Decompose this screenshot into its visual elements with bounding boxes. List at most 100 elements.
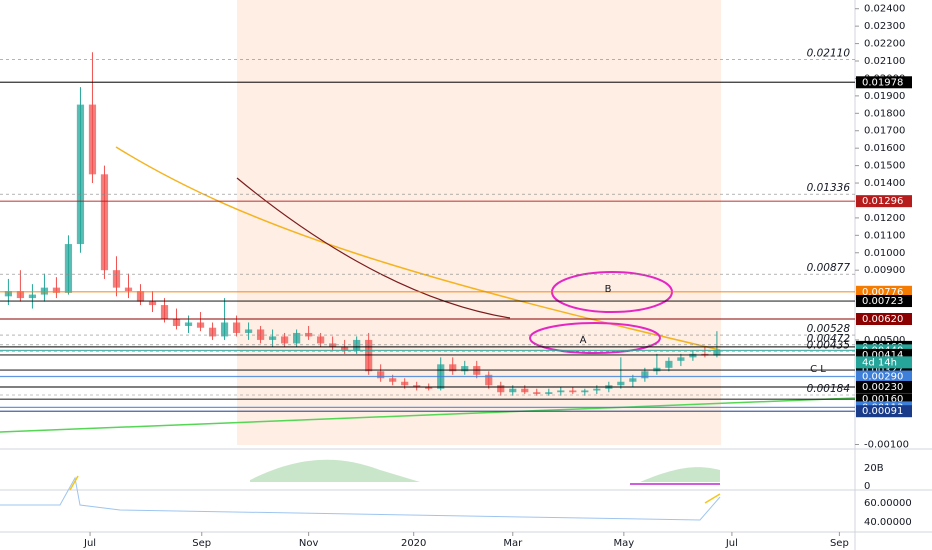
candle-body	[124, 287, 133, 292]
candle-body	[16, 291, 25, 299]
candle-body	[557, 390, 565, 393]
price-tag	[856, 285, 912, 298]
countdown-label: 4d 14h	[862, 357, 897, 368]
candle-body	[160, 305, 169, 320]
volume-axis-label: 20B	[864, 463, 884, 474]
candle-body	[545, 392, 553, 394]
x-tick-label: Jul	[725, 538, 738, 549]
candle-body	[593, 388, 601, 391]
candle-body	[665, 360, 673, 368]
candle-body	[280, 336, 289, 344]
candle-body	[425, 386, 433, 389]
candle-body	[413, 385, 421, 387]
rsi-line	[0, 476, 721, 521]
candle-body	[208, 327, 217, 337]
price-tag	[856, 313, 912, 326]
candle-body	[28, 294, 37, 299]
volume-cloud	[250, 459, 420, 482]
candle-body	[293, 332, 301, 344]
y-tick-label: 0.01400	[864, 178, 905, 189]
y-tick-label: 0.00500	[864, 335, 905, 346]
y-tick-label: 0.01100	[864, 230, 905, 241]
candle-body	[329, 343, 337, 347]
candle-body	[100, 174, 109, 271]
candle-body	[389, 378, 397, 382]
candle-body	[172, 319, 181, 326]
y-tick-label: 0.01700	[864, 126, 905, 137]
y-tick-label: 0.01000	[864, 248, 905, 259]
price-tag	[856, 195, 912, 208]
candle-body	[521, 388, 529, 393]
countdown-tag	[856, 356, 912, 369]
candle-body	[220, 322, 229, 337]
price-tag	[856, 295, 912, 308]
y-tick-label: 0.00900	[864, 265, 905, 276]
rsi-axis-label: 40.00000	[864, 517, 912, 528]
candle-body	[461, 366, 469, 372]
fib-label: 0.00528	[807, 323, 851, 335]
candle-body	[617, 381, 625, 386]
moving-average	[236, 177, 511, 319]
x-tick-label: Mar	[503, 538, 523, 549]
candle-body	[148, 301, 157, 306]
y-tick-label: 0.02300	[864, 21, 905, 32]
highlight-ellipse	[529, 322, 661, 354]
candle-body	[4, 291, 13, 297]
y-tick-label: 0.02200	[864, 39, 905, 50]
x-tick-label: Nov	[299, 538, 319, 549]
candle-body	[64, 244, 73, 293]
rsi-highlight	[704, 493, 721, 504]
fib-label: 0.00877	[807, 262, 851, 274]
candle-body	[509, 388, 517, 393]
candle-body	[677, 357, 685, 361]
price-tag-label: 0.00160	[862, 394, 903, 405]
candle-body	[256, 329, 265, 340]
fib-label: 0.02110	[807, 47, 851, 59]
candle-body	[449, 364, 457, 372]
y-tick-label: 0.01500	[864, 161, 905, 172]
candle-body	[76, 104, 85, 245]
candle-body	[136, 291, 145, 302]
price-tag-label: 0.00414	[862, 350, 903, 361]
trend-line	[0, 397, 856, 433]
candle-body	[569, 390, 577, 393]
candle-body	[88, 104, 97, 175]
candle-body	[377, 371, 385, 379]
candle-body	[713, 350, 721, 356]
price-tag	[856, 405, 912, 418]
fib-label: 0.00435	[807, 339, 851, 351]
candle-body	[533, 392, 541, 394]
y-tick-label: 0.01600	[864, 143, 905, 154]
candle-body	[268, 336, 277, 340]
price-tag	[856, 370, 912, 383]
price-tag-label: 0.00290	[862, 372, 903, 383]
price-tag-label: 0.01296	[862, 196, 903, 207]
candle-body	[641, 371, 649, 379]
candle-body	[581, 390, 589, 393]
fib-label: 0.00184	[807, 383, 850, 395]
rsi-axis-label: 60.00000	[864, 498, 912, 509]
y-tick-label: 0.01900	[864, 91, 905, 102]
candle-body	[184, 322, 193, 326]
annotation: A	[580, 335, 587, 346]
candle-body	[232, 322, 241, 333]
fib-label: 0.01336	[807, 182, 851, 194]
volume-axis-label: 0	[864, 481, 870, 492]
moving-average	[115, 146, 721, 351]
price-tag-label: 0.00776	[862, 287, 903, 298]
candle-body	[353, 339, 361, 351]
y-tick-label: 0.01200	[864, 213, 905, 224]
fib-label: 0.00472	[807, 333, 851, 345]
y-tick-label: 0.02400	[864, 4, 905, 15]
price-tag-label: 0.00091	[862, 406, 903, 417]
candle-body	[629, 378, 637, 382]
price-tag	[856, 380, 912, 393]
candle-body	[365, 339, 373, 372]
price-tag-label: 0.00230	[862, 382, 903, 393]
x-tick-label: May	[613, 538, 634, 549]
price-tag-label: 0.01978	[862, 77, 903, 88]
annotation: C L	[810, 364, 826, 375]
x-tick-label: 2020	[401, 538, 426, 549]
candle-body	[485, 374, 493, 386]
